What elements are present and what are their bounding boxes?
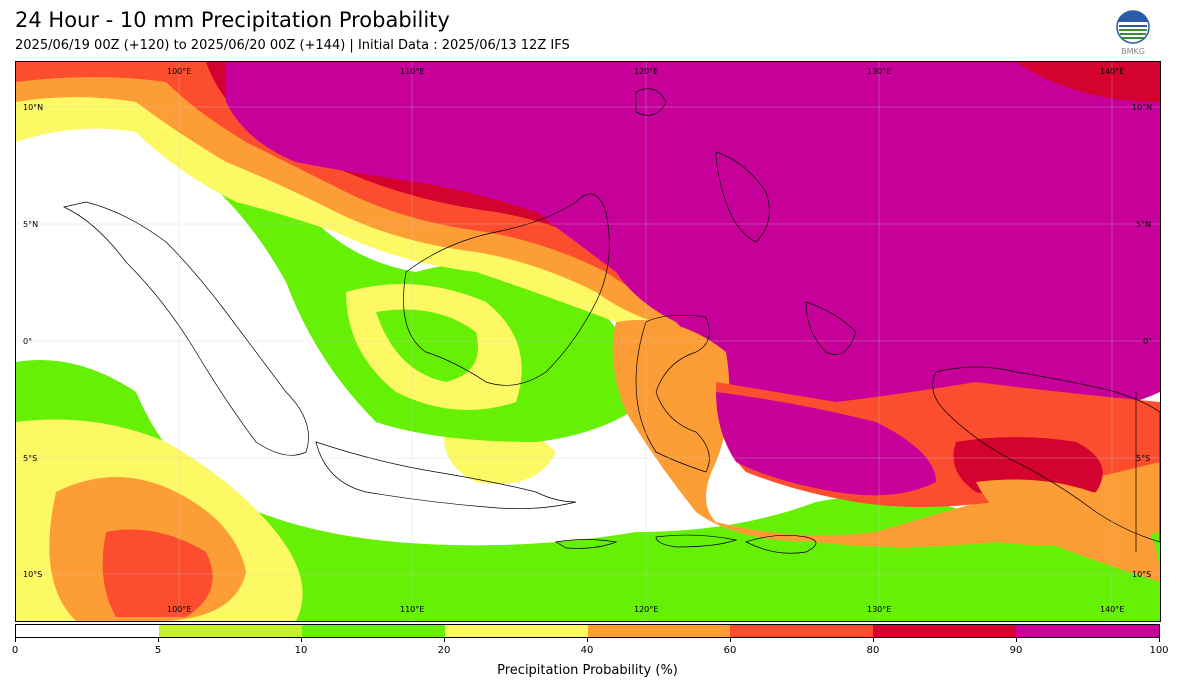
lon-label-bottom-140e: 140°E [1100,605,1125,614]
colorbar-tick [1159,638,1160,642]
colorbar-tick [301,638,302,642]
colorbar-label-10: 10 [294,645,308,656]
map-subtitle: 2025/06/19 00Z (+120) to 2025/06/20 00Z … [15,38,570,53]
bmkg-logo: BMKG [1113,10,1153,56]
lon-label-top-140e: 140°E [1100,67,1125,76]
colorbar-tick [873,638,874,642]
map-title: 24 Hour - 10 mm Precipitation Probabilit… [15,8,450,32]
map-canvas [16,62,1160,621]
colorbar-segment-90-100 [1016,625,1159,637]
lon-label-top-130e: 130°E [867,67,892,76]
lat-label-right-10n: 10°N [1132,103,1153,112]
colorbar-tick [1016,638,1017,642]
precipitation-map: 100°E 110°E 120°E 130°E 140°E 100°E 110°… [15,61,1161,622]
colorbar-label-90: 90 [1009,645,1023,656]
lat-label-left-0: 0° [23,337,33,346]
colorbar-segment-20-40 [444,625,588,637]
colorbar-segment-60-80 [730,625,874,637]
colorbar-label-100: 100 [1149,645,1169,656]
lat-label-left-10n: 10°N [23,103,44,112]
colorbar-tick [15,638,16,642]
lon-label-top-100e: 100°E [167,67,192,76]
colorbar [15,624,1160,638]
lat-label-right-0: 0° [1143,337,1153,346]
lat-label-left-5n: 5°N [23,220,39,229]
colorbar-title: Precipitation Probability (%) [497,663,678,678]
lon-label-top-120e: 120°E [634,67,659,76]
colorbar-tick [158,638,159,642]
lon-label-top-110e: 110°E [400,67,425,76]
lat-label-right-5s: 5°S [1136,454,1151,463]
lon-label-bottom-120e: 120°E [634,605,659,614]
colorbar-segment-0-5 [16,625,159,637]
colorbar-label-40: 40 [580,645,594,656]
lon-label-bottom-100e: 100°E [167,605,192,614]
colorbar-tick [587,638,588,642]
lon-label-bottom-130e: 130°E [867,605,892,614]
colorbar-label-80: 80 [866,645,880,656]
colorbar-label-0: 0 [11,645,19,656]
lat-label-right-5n: 5°N [1136,220,1152,229]
colorbar-segment-40-60 [587,625,731,637]
colorbar-label-60: 60 [723,645,737,656]
colorbar-label-20: 20 [437,645,451,656]
colorbar-segment-5-10 [158,625,302,637]
lat-label-left-5s: 5°S [23,454,38,463]
colorbar-segment-80-90 [873,625,1017,637]
colorbar-label-5: 5 [154,645,162,656]
colorbar-tick [730,638,731,642]
lat-label-right-10s: 10°S [1132,570,1152,579]
lat-label-left-10s: 10°S [23,570,43,579]
lon-label-bottom-110e: 110°E [400,605,425,614]
colorbar-segment-10-20 [301,625,445,637]
colorbar-tick [444,638,445,642]
logo-text: BMKG [1121,47,1145,56]
